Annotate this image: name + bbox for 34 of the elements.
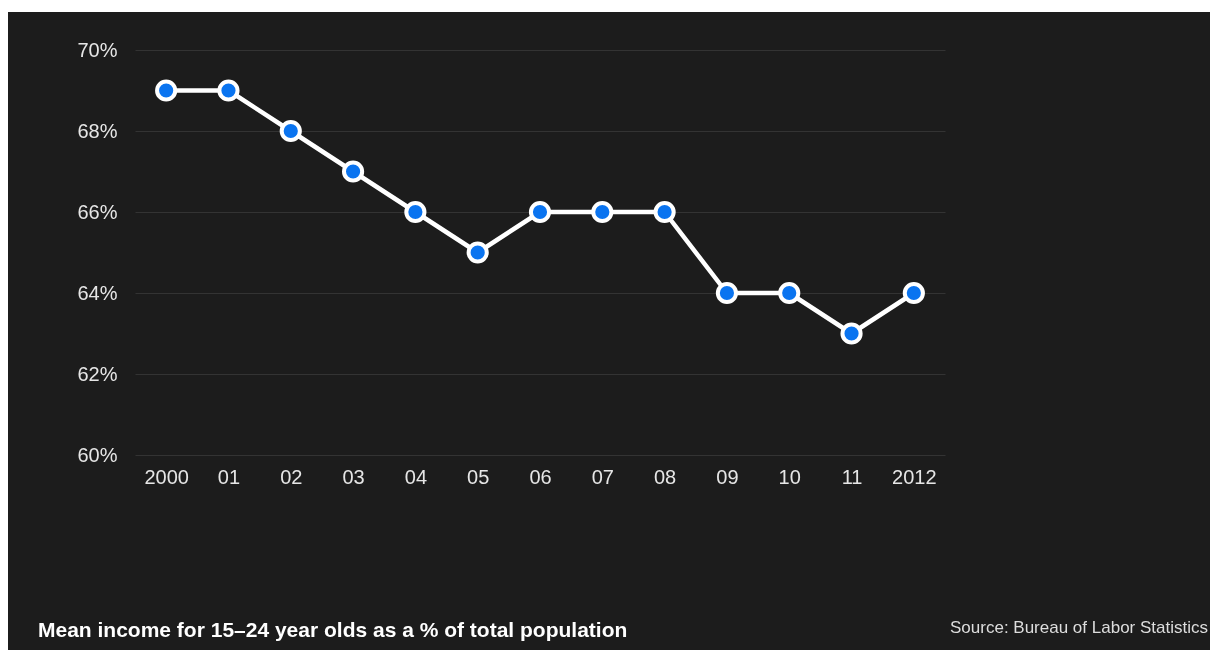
y-tick-label: 60% xyxy=(77,443,118,466)
x-tick-label: 04 xyxy=(404,465,428,488)
point xyxy=(778,281,801,305)
point xyxy=(653,200,676,224)
point xyxy=(217,79,240,102)
x-tick-label: 2000 xyxy=(144,465,189,488)
point xyxy=(279,119,302,143)
y-tick-label: 66% xyxy=(77,200,118,223)
x-tick-label: 08 xyxy=(653,465,677,488)
source-note: Source: Bureau of Labor Statistics xyxy=(950,618,1208,638)
point xyxy=(840,322,863,345)
point xyxy=(902,281,925,305)
point xyxy=(591,200,614,224)
y-tick-label: 70% xyxy=(77,38,118,61)
text: Mean income for 15–24 year olds as a % of total population xyxy=(38,618,628,642)
x-tick-label: 2012 xyxy=(892,465,937,488)
x-tick-label: 05 xyxy=(467,465,490,488)
y-tick-label: 64% xyxy=(77,281,118,304)
y-tick-label: 68% xyxy=(77,119,118,142)
point xyxy=(404,200,427,224)
point xyxy=(528,200,552,224)
x-tick-label: 02 xyxy=(280,465,303,488)
x-tick-label: 09 xyxy=(716,465,739,488)
point xyxy=(341,160,365,183)
point xyxy=(715,281,739,305)
x-tick-label: 07 xyxy=(591,465,614,488)
x-tick-label: 06 xyxy=(529,465,552,488)
point xyxy=(466,241,489,264)
x-tick-label: 03 xyxy=(342,465,365,488)
x-tick-label: 01 xyxy=(217,465,241,488)
point xyxy=(155,79,178,102)
x-tick-label: 11 xyxy=(841,465,863,488)
x-tick-label: 10 xyxy=(778,465,801,488)
y-tick-label: 62% xyxy=(77,362,118,385)
